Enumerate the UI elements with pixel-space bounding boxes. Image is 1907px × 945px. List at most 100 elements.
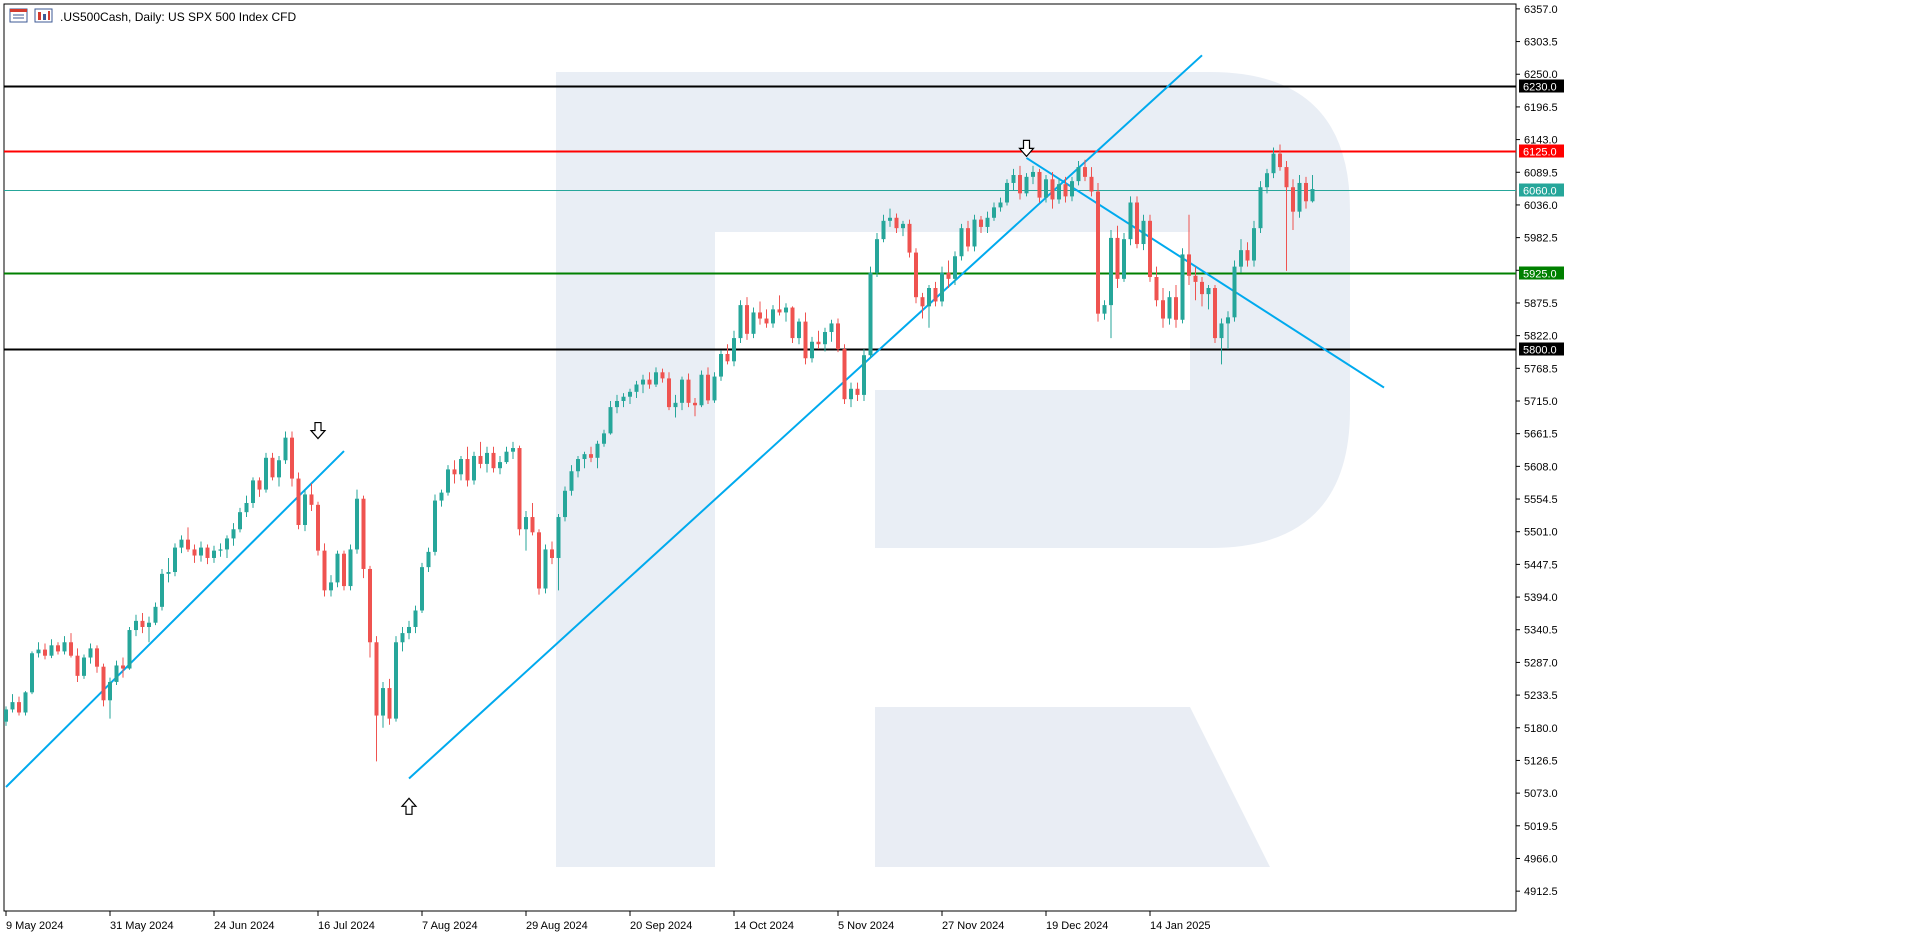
candle-up (641, 374, 645, 394)
candle-down (836, 318, 840, 353)
candle-up (959, 223, 964, 261)
candle-down (725, 344, 730, 365)
candle-body (524, 517, 528, 530)
candle-body (771, 309, 775, 324)
plot-frame (3, 3, 1517, 912)
candle-up (1206, 284, 1211, 310)
candle-body (1102, 305, 1107, 314)
candle-up (712, 372, 717, 403)
candle-body (56, 645, 60, 652)
candle-body (478, 455, 483, 464)
candle-body (309, 494, 314, 505)
candle-body (660, 372, 665, 379)
y-tick-label: 6357.0 (1524, 4, 1558, 16)
candle-body (361, 498, 366, 569)
y-tick-label: 6250.0 (1524, 69, 1558, 81)
candle-body (647, 379, 652, 385)
candle-up (114, 660, 119, 686)
candle-body (413, 610, 418, 627)
y-tick-label: 5394.0 (1524, 592, 1558, 604)
candle-body (1050, 179, 1055, 200)
candle-body (4, 709, 8, 722)
candle-body (1219, 323, 1224, 339)
candle-up (127, 626, 132, 670)
candle-body (719, 353, 723, 377)
candle-body (1063, 184, 1068, 197)
candle-body (1310, 189, 1315, 202)
candle-body (140, 620, 145, 627)
candle-down (589, 446, 593, 463)
candle-body (1161, 300, 1165, 319)
y-tick-label: 5340.5 (1524, 625, 1558, 637)
candle-down (803, 312, 808, 365)
candle-body (1011, 175, 1016, 183)
candle-body (933, 288, 938, 302)
candle-down (316, 501, 320, 556)
candle-up (1141, 214, 1146, 251)
candle-up (543, 544, 548, 594)
candle-body (1089, 176, 1094, 192)
chart-type-icon[interactable] (34, 8, 53, 23)
candle-body (62, 642, 67, 652)
candle-body (439, 492, 444, 501)
candle-body (387, 688, 392, 719)
candle-body (381, 688, 385, 716)
candle-body (946, 272, 951, 279)
candle-body (1278, 153, 1282, 168)
candle-body (212, 550, 216, 558)
candle-down (667, 372, 671, 411)
candle-down (342, 550, 346, 591)
y-tick-label: 5180.0 (1524, 723, 1558, 735)
candle-body (485, 452, 489, 464)
candle-body (693, 402, 697, 406)
level-price-badge (1519, 183, 1564, 197)
candle-body (1096, 191, 1100, 314)
y-tick-label: 5447.5 (1524, 559, 1558, 571)
candle-up (1070, 176, 1074, 202)
candle-body (1109, 237, 1113, 306)
candle-body (576, 459, 580, 472)
candle-body (595, 443, 600, 458)
candle-body (1122, 239, 1126, 279)
candle-down (1193, 266, 1198, 301)
candle-up (569, 465, 574, 496)
candle-up (160, 568, 164, 611)
candle-up (251, 477, 255, 508)
candle-body (10, 702, 15, 710)
candle-up (407, 620, 411, 640)
candle-body (459, 459, 463, 475)
candle-body (1304, 182, 1308, 202)
candle-body (751, 312, 756, 334)
candle-body (173, 547, 177, 573)
candle-up (199, 541, 203, 562)
candle-body (23, 692, 28, 713)
candle-body (790, 307, 795, 339)
menu-icon[interactable] (9, 8, 28, 23)
candle-up (732, 330, 736, 367)
candle-down (517, 445, 522, 536)
candle-down (1089, 167, 1094, 197)
candle-up (985, 211, 990, 234)
candle-up (1011, 168, 1016, 191)
candle-down (1304, 176, 1308, 209)
x-tick-label: 24 Jun 2024 (214, 920, 275, 932)
candle-body (1200, 281, 1204, 295)
candle-body (251, 480, 255, 504)
candle-up (179, 535, 184, 554)
candle-up (634, 380, 639, 398)
candle-body (1232, 266, 1237, 318)
candle-down (1291, 179, 1295, 230)
candle-body (1167, 297, 1172, 319)
y-tick-label: 5715.0 (1524, 396, 1558, 408)
candle-body (803, 321, 808, 359)
candle-down (855, 382, 860, 402)
candle-body (153, 606, 158, 623)
candle-down (777, 295, 782, 316)
candle-up (218, 543, 223, 557)
candle-body (355, 498, 359, 550)
candle-body (537, 532, 541, 589)
candle-up (524, 510, 528, 551)
candle-up (439, 489, 444, 507)
